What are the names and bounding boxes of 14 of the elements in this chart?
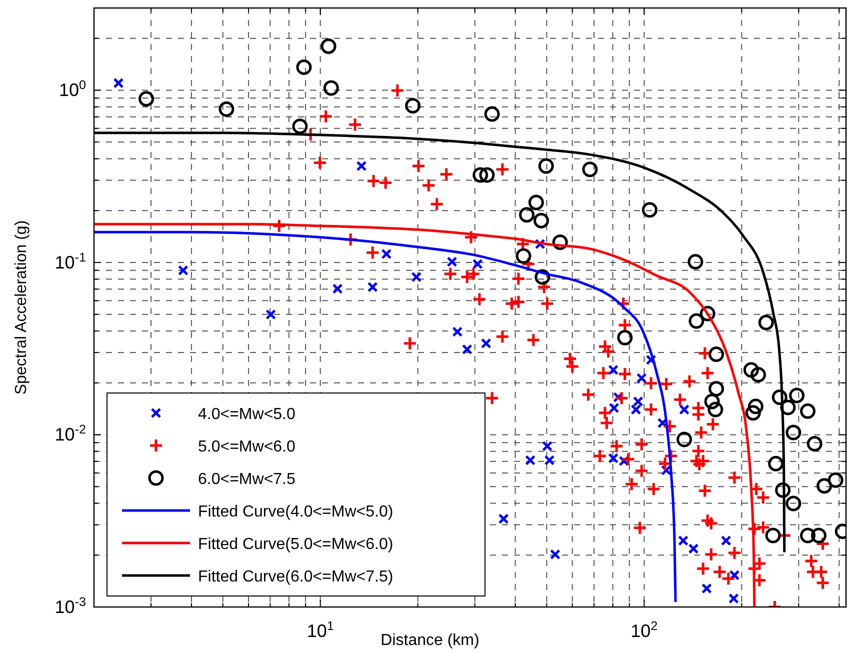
legend-label: Fitted Curve(6.0<=Mw<7.5): [198, 568, 394, 586]
legend-label: 5.0<=Mw<6.0: [198, 438, 296, 456]
legend-label: Fitted Curve(4.0<=Mw<5.0): [198, 504, 394, 520]
legend-label: 4.0<=Mw<5.0: [198, 406, 296, 423]
x-tick-label: 10$^{2}$: [630, 619, 658, 641]
y-tick-label: 10$^{0}$: [58, 78, 86, 100]
legend-label: Fitted Curve(5.0<=Mw<6.0): [198, 536, 394, 553]
x-tick-label: 10$^{1}$: [306, 619, 334, 641]
y-tick-label: 10$^{-1}$: [54, 250, 86, 272]
y-tick-label: 10$^{-3}$: [54, 595, 86, 617]
y-axis-title: Spectral Acceleration (g): [13, 220, 30, 395]
y-tick-label: 10$^{-2}$: [54, 422, 86, 445]
legend-label: 6.0<=Mw<7.5: [198, 471, 296, 488]
x-axis-title: Distance (km): [380, 632, 480, 649]
